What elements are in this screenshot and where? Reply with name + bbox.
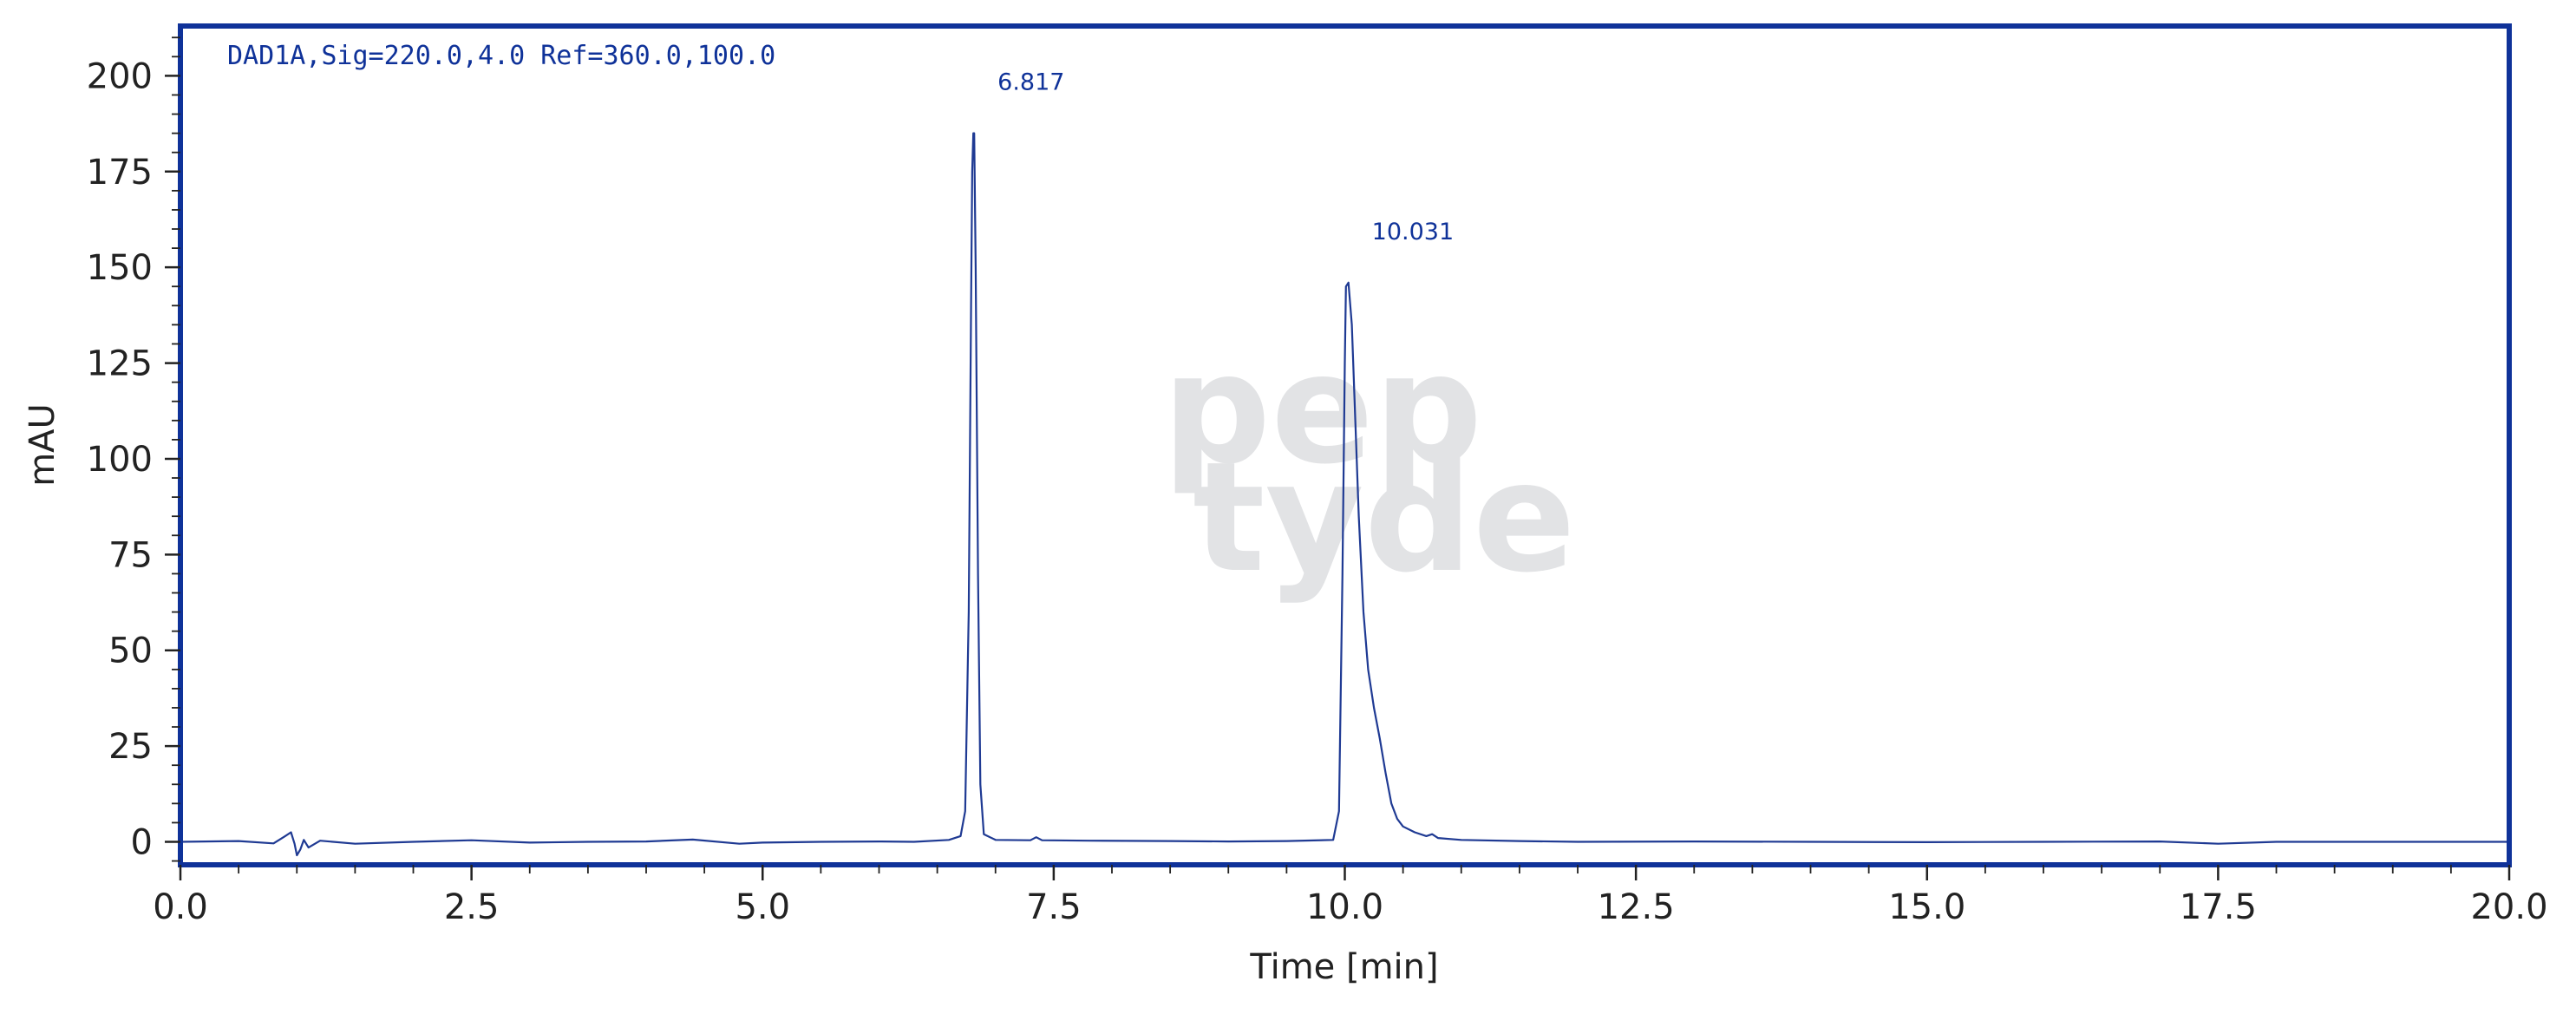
x-tick-label: 5.0 xyxy=(735,887,790,927)
y-tick-label: 125 xyxy=(87,344,153,384)
y-tick-label: 175 xyxy=(87,153,153,193)
watermark: pep tyde xyxy=(1162,322,1576,606)
y-tick-label: 0 xyxy=(131,823,153,863)
x-tick-label: 17.5 xyxy=(2180,887,2257,927)
x-tick-label: 7.5 xyxy=(1026,887,1082,927)
signal-label: DAD1A,Sig=220.0,4.0 Ref=360.0,100.0 xyxy=(227,41,775,71)
series-line-0 xyxy=(180,132,2509,857)
y-tick-label: 50 xyxy=(108,631,153,671)
x-axis: 0.0 2.5 5.0 7.5 10.0 12.5 15.0 17.5 20.0 xyxy=(153,865,2548,927)
y-axis: 0 25 50 75 100 125 150 175 200 xyxy=(87,36,180,863)
x-tick-label: 20.0 xyxy=(2470,887,2547,927)
peak-label: 10.031 xyxy=(1372,219,1454,245)
y-tick-label: 100 xyxy=(87,440,153,480)
peak-label: 6.817 xyxy=(997,69,1064,96)
peak-labels: 6.817 10.031 xyxy=(997,69,1454,245)
watermark-line-1: pep xyxy=(1162,322,1482,498)
y-tick-label: 25 xyxy=(108,727,153,767)
x-tick-label: 0.0 xyxy=(153,887,208,927)
x-tick-label: 10.0 xyxy=(1306,887,1383,927)
x-tick-label: 2.5 xyxy=(444,887,500,927)
y-tick-label: 150 xyxy=(87,248,153,288)
x-axis-title: Time [min] xyxy=(1249,947,1438,987)
y-tick-label: 200 xyxy=(87,56,153,96)
y-axis-title: mAU xyxy=(23,403,62,487)
x-tick-label: 15.0 xyxy=(1888,887,1965,927)
trace-layer xyxy=(180,132,2509,857)
watermark-line-2: tyde xyxy=(1193,430,1576,606)
y-tick-label: 75 xyxy=(108,535,153,575)
x-tick-label: 12.5 xyxy=(1598,887,1675,927)
